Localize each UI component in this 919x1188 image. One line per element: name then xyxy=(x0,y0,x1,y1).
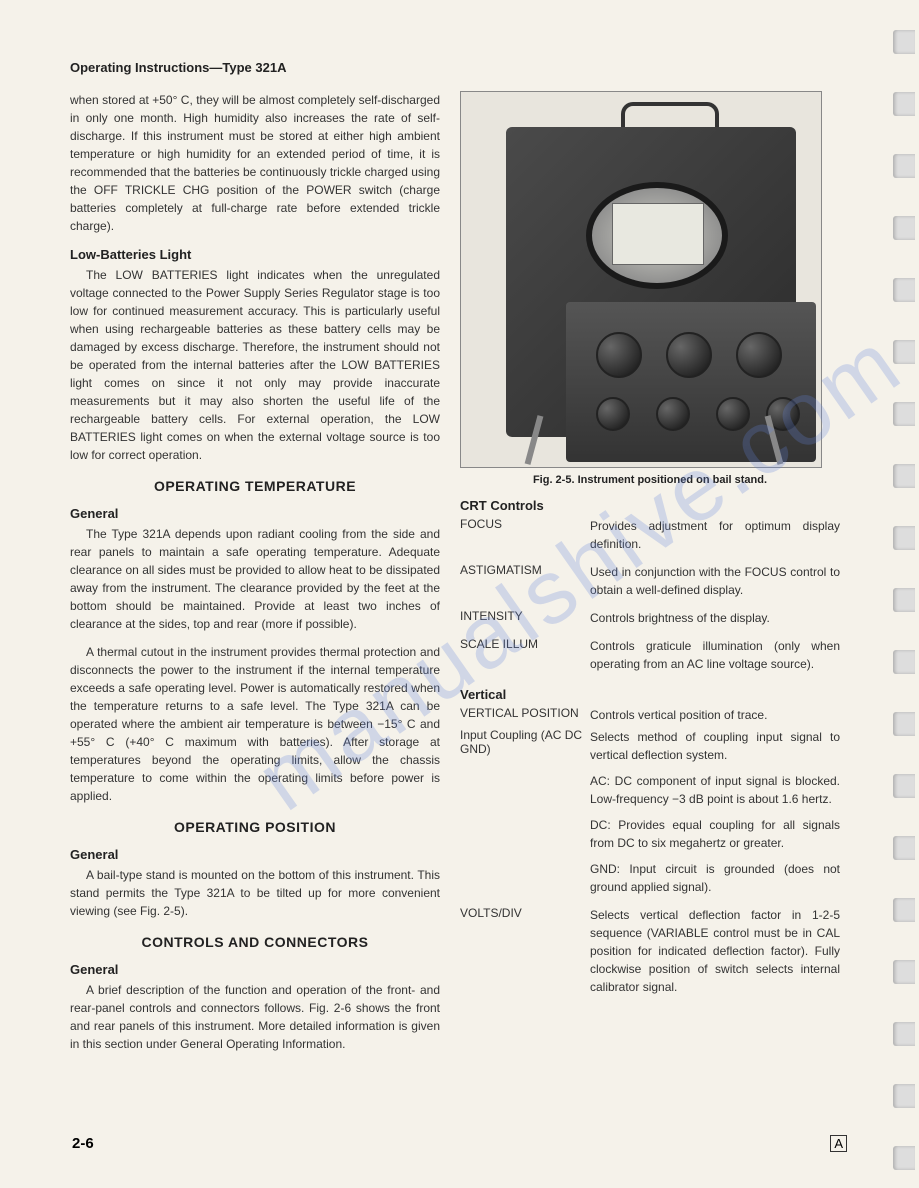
knob-icon xyxy=(666,332,712,378)
heading-vertical: Vertical xyxy=(460,687,840,702)
para-controls-intro: A brief description of the function and … xyxy=(70,981,440,1053)
control-focus: FOCUS Provides adjustment for optimum di… xyxy=(460,517,840,553)
page-number: 2-6 xyxy=(72,1135,94,1152)
section-operating-temp: OPERATING TEMPERATURE xyxy=(70,478,440,494)
para-low-batteries: The LOW BATTERIES light indicates when t… xyxy=(70,266,440,464)
coupling-ac: AC: DC component of input signal is bloc… xyxy=(590,772,840,808)
scope-control-panel xyxy=(566,302,816,462)
scope-handle xyxy=(621,102,719,130)
control-intensity: INTENSITY Controls brightness of the dis… xyxy=(460,609,840,627)
heading-general-3: General xyxy=(70,962,440,977)
control-label: VERTICAL POSITION xyxy=(460,706,590,724)
figure-caption: Fig. 2-5. Instrument positioned on bail … xyxy=(460,474,840,486)
scope-body xyxy=(506,127,796,437)
control-label: VOLTS/DIV xyxy=(460,906,590,996)
para-thermal: A thermal cutout in the instrument provi… xyxy=(70,643,440,805)
knob-icon xyxy=(596,397,630,431)
heading-general-2: General xyxy=(70,847,440,862)
knob-icon xyxy=(596,332,642,378)
scope-crt xyxy=(586,182,728,289)
para-storage: when stored at +50° C, they will be almo… xyxy=(70,91,440,235)
control-desc: Selects vertical deflection factor in 1-… xyxy=(590,906,840,996)
control-desc: Controls graticule illumination (only wh… xyxy=(590,637,840,673)
control-label: SCALE ILLUM xyxy=(460,637,590,673)
control-desc: Selects method of coupling input signal … xyxy=(590,728,840,764)
spiral-binding xyxy=(893,30,915,1170)
control-label: FOCUS xyxy=(460,517,590,553)
heading-general-1: General xyxy=(70,506,440,521)
control-input-coupling: Input Coupling (AC DC GND) Selects metho… xyxy=(460,728,840,764)
section-operating-position: OPERATING POSITION xyxy=(70,819,440,835)
control-desc: Provides adjustment for optimum display … xyxy=(590,517,840,553)
control-label: INTENSITY xyxy=(460,609,590,627)
control-label: ASTIGMATISM xyxy=(460,563,590,599)
knob-icon xyxy=(736,332,782,378)
heading-crt-controls: CRT Controls xyxy=(460,498,840,513)
right-column: Fig. 2-5. Instrument positioned on bail … xyxy=(460,91,840,1063)
control-desc: Controls vertical position of trace. xyxy=(590,706,840,724)
page-header: Operating Instructions—Type 321A xyxy=(70,60,830,75)
para-bail-stand: A bail-type stand is mounted on the bott… xyxy=(70,866,440,920)
left-column: when stored at +50° C, they will be almo… xyxy=(70,91,440,1063)
knob-icon xyxy=(716,397,750,431)
page-content: Operating Instructions—Type 321A when st… xyxy=(0,0,880,1103)
figure-2-5 xyxy=(460,91,822,468)
heading-low-batteries: Low-Batteries Light xyxy=(70,247,440,262)
knob-icon xyxy=(656,397,690,431)
control-desc: Controls brightness of the display. xyxy=(590,609,840,627)
para-cooling: The Type 321A depends upon radiant cooli… xyxy=(70,525,440,633)
control-desc: Used in conjunction with the FOCUS contr… xyxy=(590,563,840,599)
control-scale-illum: SCALE ILLUM Controls graticule illuminat… xyxy=(460,637,840,673)
scope-graticule xyxy=(612,203,704,265)
control-volts-div: VOLTS/DIV Selects vertical deflection fa… xyxy=(460,906,840,996)
section-controls-connectors: CONTROLS AND CONNECTORS xyxy=(70,934,440,950)
control-label: Input Coupling (AC DC GND) xyxy=(460,728,590,764)
coupling-dc: DC: Provides equal coupling for all sign… xyxy=(590,816,840,852)
coupling-gnd: GND: Input circuit is grounded (does not… xyxy=(590,860,840,896)
page-mark: A xyxy=(830,1135,847,1152)
control-vertical-position: VERTICAL POSITION Controls vertical posi… xyxy=(460,706,840,724)
control-astigmatism: ASTIGMATISM Used in conjunction with the… xyxy=(460,563,840,599)
